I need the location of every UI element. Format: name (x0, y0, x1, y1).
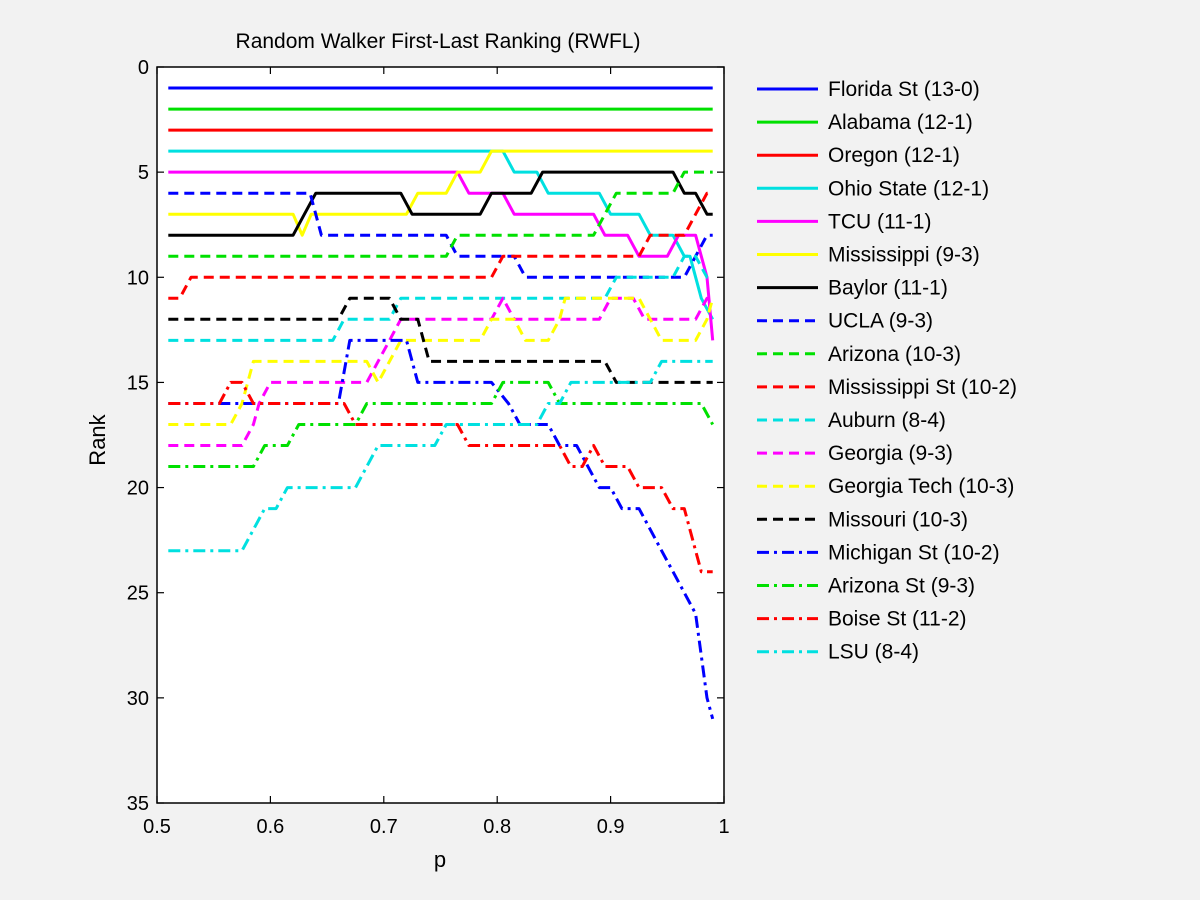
plot-area (157, 67, 724, 803)
x-tick-label: 0.7 (370, 816, 398, 838)
x-tick-label: 1 (718, 816, 729, 838)
x-axis-label: p (434, 847, 446, 872)
legend-entry-label: Missouri (10-3) (828, 508, 968, 531)
legend: Florida St (13-0) Alabama (12-1) Oregon (1… (757, 78, 1017, 664)
series-line-3 (168, 149, 715, 321)
series-line-13 (168, 296, 713, 384)
chart-title: Random Walker First-Last Ranking (RWFL) (236, 30, 641, 53)
y-tick-label: 35 (127, 793, 149, 815)
legend-entry-label: Oregon (12-1) (828, 144, 960, 167)
legend-entry-label: Georgia Tech (10-3) (828, 475, 1014, 498)
y-tick-label: 5 (138, 162, 149, 184)
series-line-4 (168, 170, 715, 341)
x-tick-label: 0.6 (256, 816, 284, 838)
y-tick-label: 30 (127, 688, 149, 710)
legend-entry-label: Alabama (12-1) (828, 111, 973, 134)
series-line-14 (168, 338, 715, 720)
legend-entry-label: Michigan St (10-2) (828, 541, 1000, 564)
x-tick-label: 0.5 (143, 816, 171, 838)
legend-entry-label: LSU (8-4) (828, 641, 919, 664)
series-line-12 (168, 296, 715, 426)
y-tick-label: 0 (138, 57, 149, 79)
legend-entry-label: Baylor (11-1) (828, 277, 948, 300)
legend-entry-label: Arizona (10-3) (828, 343, 961, 366)
series-line-17 (168, 359, 713, 553)
y-tick-label: 20 (127, 478, 149, 500)
y-tick-label: 10 (127, 267, 149, 289)
series-line-6 (168, 170, 713, 237)
legend-entry-label: Georgia (9-3) (828, 442, 953, 465)
x-tick-label: 0.8 (483, 816, 511, 838)
y-axis-label: Rank (85, 413, 110, 465)
legend-entry-label: Ohio State (12-1) (828, 177, 989, 200)
legend-entry-label: UCLA (9-3) (828, 310, 933, 333)
series-line-10 (168, 254, 713, 342)
y-tick-label: 15 (127, 372, 149, 394)
legend-entry-label: Arizona St (9-3) (828, 575, 975, 598)
legend-entry-label: Boise St (11-2) (828, 608, 967, 631)
legend-entry-label: Florida St (13-0) (828, 78, 980, 101)
legend-entry-label: TCU (11-1) (828, 210, 931, 233)
legend-entry-label: Mississippi (9-3) (828, 244, 980, 267)
legend-entry-label: Mississippi St (10-2) (828, 376, 1017, 399)
axes-box (156, 66, 725, 804)
series-layer (168, 86, 715, 720)
x-tick-label: 0.9 (597, 816, 625, 838)
series-line-5 (168, 149, 713, 237)
legend-entry-label: Auburn (8-4) (828, 409, 946, 432)
y-tick-label: 25 (127, 583, 149, 605)
series-line-9 (168, 191, 713, 300)
